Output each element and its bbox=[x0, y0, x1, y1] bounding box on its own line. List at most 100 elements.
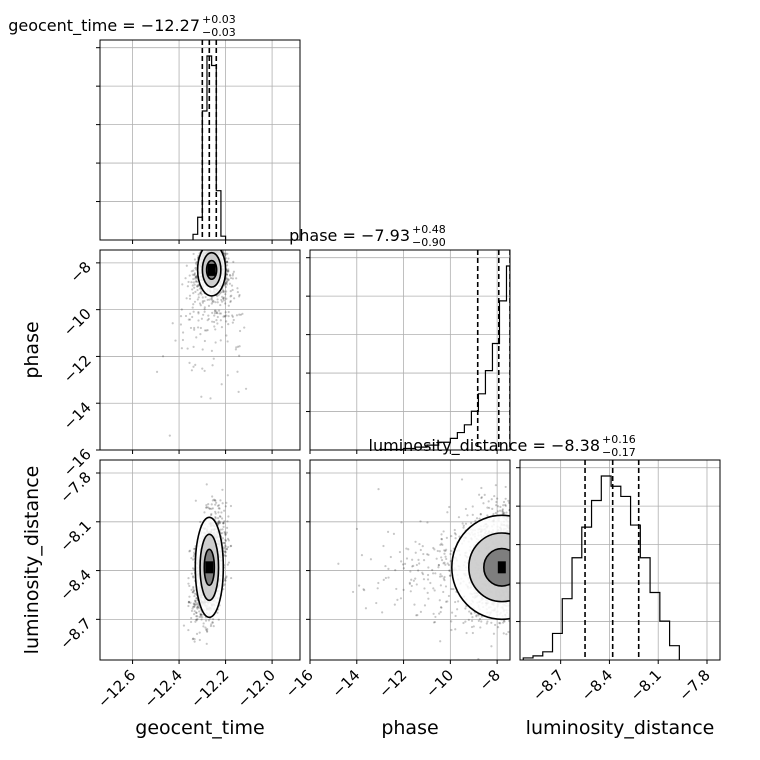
scatter-point bbox=[210, 298, 213, 301]
scatter-point bbox=[426, 521, 429, 524]
scatter-point bbox=[445, 600, 448, 603]
scatter-point bbox=[223, 579, 227, 582]
scatter-point bbox=[214, 503, 217, 506]
scatter-point bbox=[458, 535, 461, 538]
scatter-point bbox=[198, 302, 202, 305]
scatter-point bbox=[226, 374, 229, 377]
scatter-point bbox=[190, 609, 194, 612]
scatter-point bbox=[191, 591, 195, 594]
scatter-point bbox=[193, 328, 196, 331]
scatter-content-geocent_time_vs_luminosity_distance bbox=[182, 483, 233, 645]
scatter-point bbox=[405, 557, 409, 560]
scatter-point bbox=[238, 329, 242, 333]
scatter-point bbox=[474, 519, 477, 522]
scatter-point bbox=[400, 521, 403, 524]
scatter-point bbox=[442, 530, 445, 533]
scatter-point bbox=[437, 564, 440, 567]
scatter-point bbox=[444, 585, 448, 588]
scatter-point bbox=[435, 557, 438, 560]
panel-title-lower-luminosity_distance: −0.17 bbox=[602, 446, 636, 459]
scatter-point bbox=[217, 504, 221, 507]
scatter-point bbox=[199, 520, 202, 524]
scatter-point bbox=[502, 621, 505, 624]
scatter-point bbox=[222, 296, 226, 299]
scatter-point bbox=[206, 506, 210, 509]
scatter-point bbox=[192, 587, 195, 590]
scatter-point bbox=[214, 341, 217, 344]
scatter-point bbox=[192, 555, 195, 558]
scatter-point bbox=[225, 501, 228, 504]
scatter-point bbox=[471, 616, 474, 619]
scatter-point bbox=[229, 299, 232, 303]
scatter-point bbox=[502, 500, 506, 504]
scatter-point bbox=[444, 555, 447, 558]
scatter-point bbox=[211, 507, 214, 510]
scatter-point bbox=[415, 614, 418, 617]
scatter-point bbox=[480, 496, 483, 499]
scatter-point bbox=[203, 310, 206, 313]
scatter-point bbox=[193, 610, 196, 613]
panel-border bbox=[519, 459, 721, 661]
scatter-point bbox=[219, 499, 222, 502]
scatter-point bbox=[194, 620, 197, 623]
scatter-point bbox=[422, 552, 425, 556]
scatter-point bbox=[225, 252, 228, 255]
scatter-point bbox=[448, 569, 451, 572]
scatter-point bbox=[195, 619, 198, 622]
scatter-point bbox=[426, 553, 429, 556]
scatter-point bbox=[188, 595, 191, 598]
scatter-point bbox=[188, 294, 192, 297]
scatter-point bbox=[191, 607, 194, 610]
scatter-point bbox=[211, 499, 214, 502]
scatter-point bbox=[225, 297, 228, 300]
scatter-point bbox=[227, 310, 230, 314]
scatter-point bbox=[186, 285, 189, 288]
scatter-point bbox=[193, 599, 197, 602]
scatter-point bbox=[224, 281, 227, 285]
scatter-point bbox=[197, 310, 200, 314]
scatter-point bbox=[222, 525, 225, 528]
scatter-point bbox=[227, 539, 230, 542]
density-peak bbox=[497, 561, 506, 574]
scatter-point bbox=[432, 587, 435, 590]
scatter-point bbox=[364, 607, 368, 610]
scatter-point bbox=[221, 537, 224, 540]
scatter-point bbox=[377, 487, 380, 491]
scatter-point bbox=[206, 628, 209, 631]
scatter-point bbox=[210, 503, 213, 506]
scatter-point bbox=[438, 599, 441, 602]
scatter-point bbox=[191, 284, 194, 287]
scatter-point bbox=[193, 286, 196, 289]
scatter-point bbox=[467, 618, 470, 621]
scatter-point bbox=[212, 625, 215, 628]
histogram-step-luminosity_distance bbox=[522, 475, 680, 660]
scatter-point bbox=[193, 283, 196, 286]
scatter-point bbox=[445, 557, 448, 561]
scatter-point bbox=[360, 553, 364, 557]
scatter-point bbox=[229, 300, 232, 304]
scatter-point bbox=[453, 532, 457, 535]
scatter-point bbox=[482, 502, 485, 505]
scatter-point bbox=[477, 657, 480, 660]
scatter-point bbox=[450, 620, 453, 623]
scatter-point bbox=[216, 322, 219, 325]
scatter-point bbox=[216, 301, 219, 304]
scatter-point bbox=[230, 294, 233, 297]
scatter-point bbox=[222, 521, 225, 525]
scatter-point bbox=[493, 494, 496, 498]
scatter-point bbox=[236, 290, 239, 294]
scatter-point bbox=[387, 567, 390, 571]
scatter-point bbox=[477, 614, 480, 617]
scatter-point bbox=[224, 533, 227, 536]
scatter-point bbox=[217, 309, 221, 312]
scatter-point bbox=[230, 576, 233, 580]
scatter-point bbox=[205, 503, 208, 507]
scatter-point bbox=[492, 512, 495, 516]
scatter-point bbox=[224, 554, 228, 558]
scatter-point bbox=[214, 328, 217, 331]
scatter-point bbox=[232, 260, 235, 263]
x-tick-label-phase: −8 bbox=[476, 666, 504, 694]
scatter-point bbox=[221, 289, 224, 292]
scatter-panel-geocent_time-luminosity_distance bbox=[96, 459, 301, 664]
scatter-point bbox=[224, 544, 227, 547]
